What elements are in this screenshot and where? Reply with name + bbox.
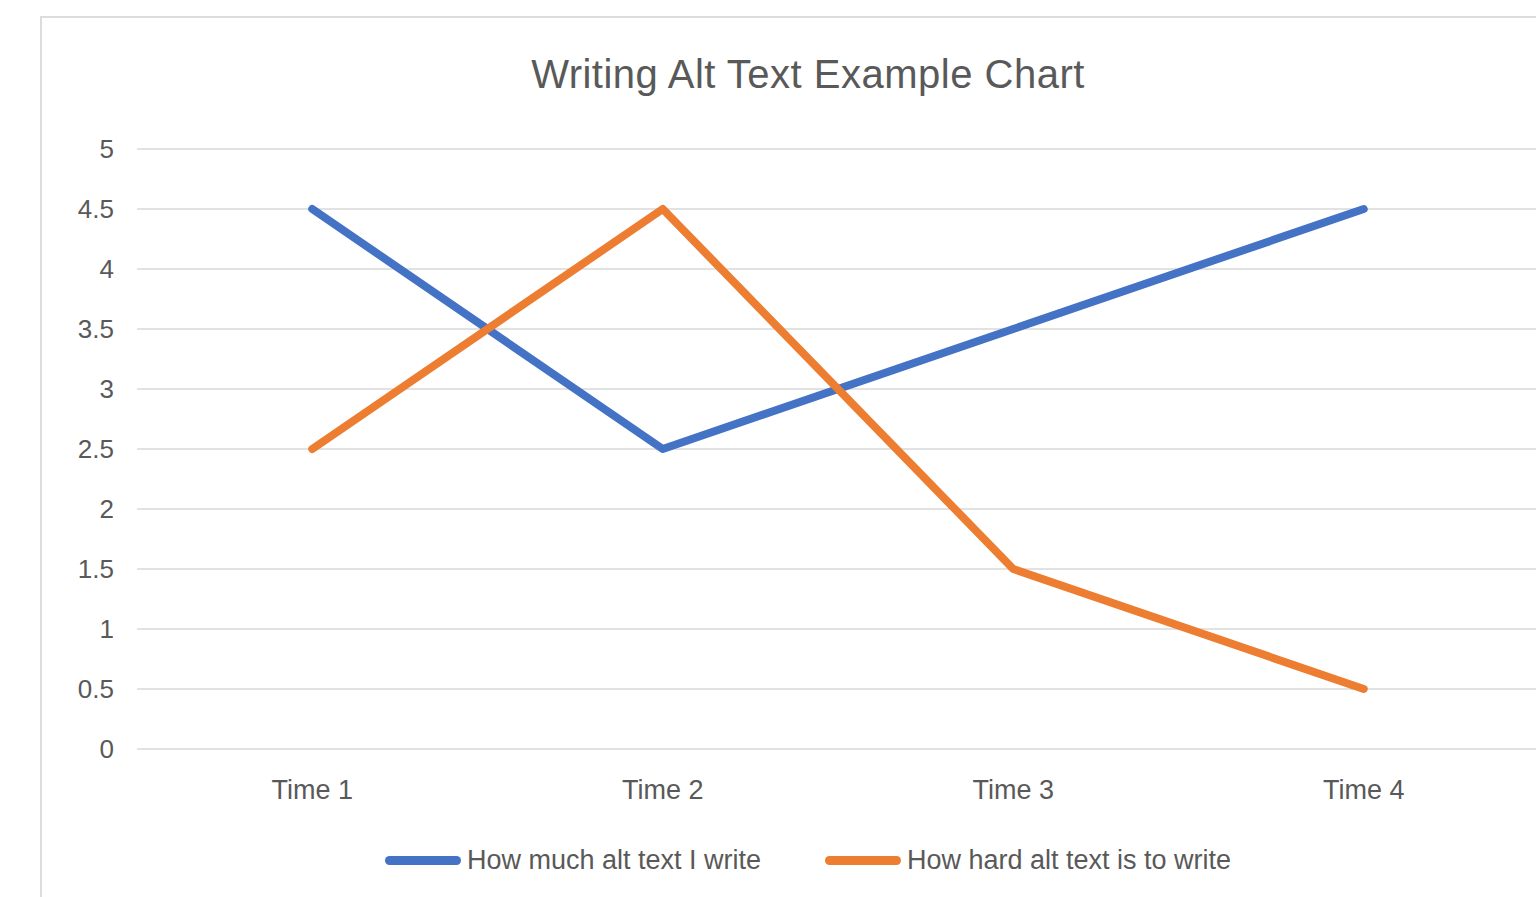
y-tick-label-1.5: 1.5 <box>78 554 114 584</box>
legend-swatch-series-0 <box>385 856 461 865</box>
y-tick-label-4: 4 <box>100 254 114 284</box>
y-tick-label-0.5: 0.5 <box>78 674 114 704</box>
legend-item-series-0: How much alt text I write <box>385 845 761 876</box>
legend-label-series-0: How much alt text I write <box>467 845 761 876</box>
x-category-label-2: Time 2 <box>622 775 704 805</box>
y-tick-label-0: 0 <box>100 734 114 764</box>
legend-item-series-1: How hard alt text is to write <box>825 845 1231 876</box>
legend-swatch-series-1 <box>825 856 901 865</box>
y-tick-label-3: 3 <box>100 374 114 404</box>
x-category-label-4: Time 4 <box>1323 775 1405 805</box>
y-tick-label-2: 2 <box>100 494 114 524</box>
y-tick-label-4.5: 4.5 <box>78 194 114 224</box>
chart-canvas: Writing Alt Text Example Chart 00.511.52… <box>40 16 1536 897</box>
y-tick-label-1: 1 <box>100 614 114 644</box>
legend-label-series-1: How hard alt text is to write <box>907 845 1231 876</box>
x-category-label-3: Time 3 <box>972 775 1054 805</box>
x-category-label-1: Time 1 <box>271 775 353 805</box>
y-tick-label-5: 5 <box>100 134 114 164</box>
legend: How much alt text I write How hard alt t… <box>42 845 1536 876</box>
y-tick-label-2.5: 2.5 <box>78 434 114 464</box>
y-tick-label-3.5: 3.5 <box>78 314 114 344</box>
plot-area: 0 0.5 1 1.5 2 2.5 3 3.5 4 4.5 5 Time 1 Time 2 Time 3 T… <box>42 18 1536 897</box>
